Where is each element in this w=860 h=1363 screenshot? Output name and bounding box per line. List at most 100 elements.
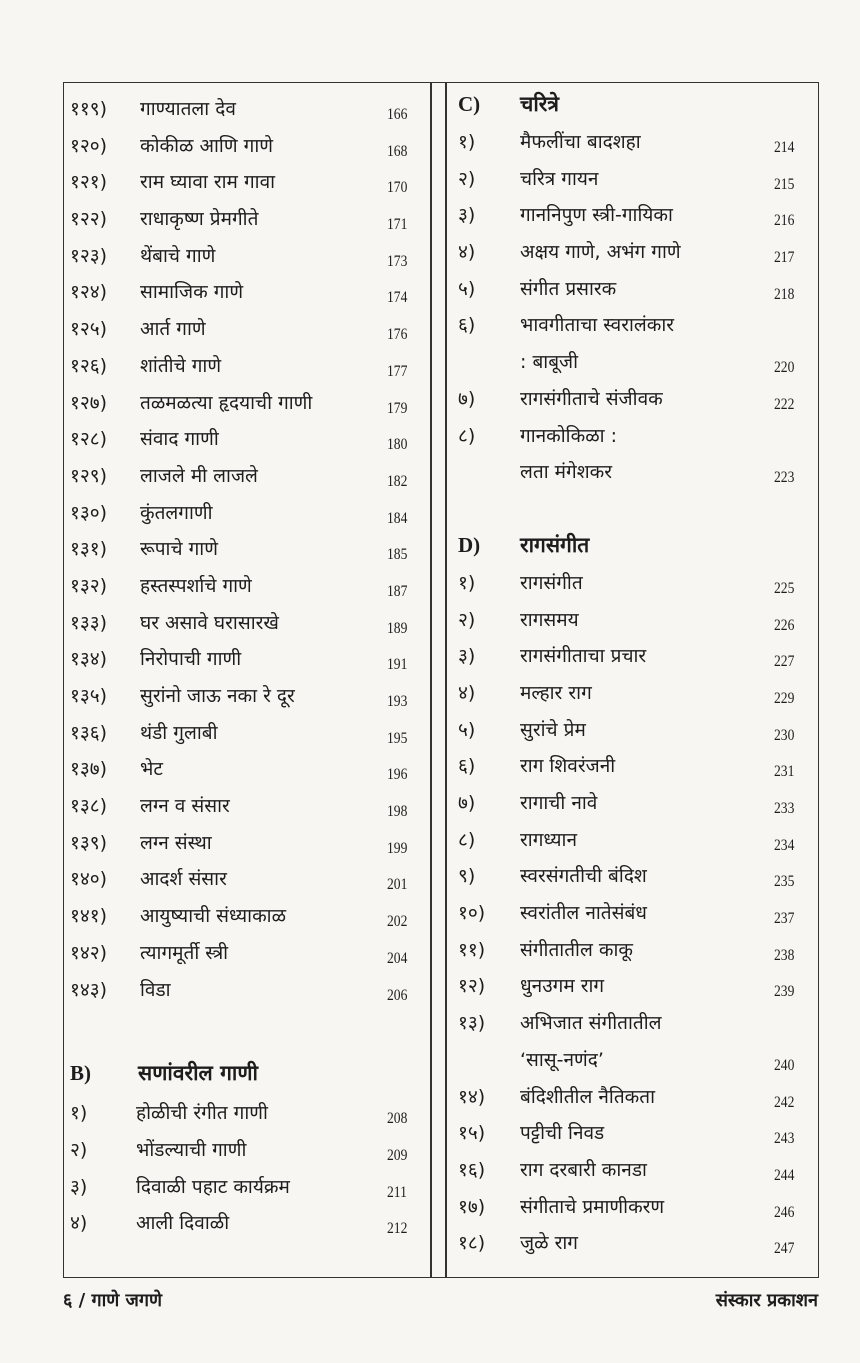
entry-number: १) (70, 1102, 88, 1125)
entry-page: 195 (387, 729, 408, 747)
entry-title: आली दिवाळी (136, 1212, 230, 1235)
entry-number: ८) (458, 424, 476, 447)
entry-page: 229 (774, 689, 795, 707)
toc-entry: लता मंगेशकर 223 (458, 454, 813, 491)
entry-number: ११) (458, 938, 486, 961)
toc-entry: ४) मल्हार राग 229 (458, 675, 813, 712)
toc-entry: ७) रागाची नावे 233 (458, 785, 813, 822)
toc-entry: ११९) गाण्यातला देव 166 (70, 91, 420, 128)
toc-entry: १२५) आर्त गाणे 176 (70, 311, 420, 348)
entry-page: 237 (774, 910, 795, 928)
toc-entry: १२०) कोकीळ आणि गाणे 168 (70, 128, 420, 165)
toc-entry: १३०) कुंतलगाणी 184 (70, 495, 420, 532)
entry-page: 240 (774, 1056, 795, 1074)
entry-number: २) (70, 1138, 88, 1161)
toc-entry: १३३) घर असावे घरासारखे 189 (70, 605, 420, 642)
entry-title: लग्न संस्था (140, 831, 212, 854)
toc-entry: ८) गानकोकिळा : (458, 418, 813, 455)
toc-entry: १३) अभिजात संगीतातील (458, 1005, 813, 1042)
entry-number: ६) (458, 314, 476, 337)
entry-page: 216 (774, 212, 795, 230)
entry-title: गानकोकिळा : (520, 424, 617, 447)
entry-page: 174 (387, 289, 408, 307)
entry-page: 230 (774, 726, 795, 744)
entry-page: 196 (387, 766, 408, 784)
entry-number: ११९) (70, 98, 108, 120)
entry-page: 187 (387, 582, 408, 600)
entry-number: १४०) (70, 868, 108, 891)
toc-entry: २) भोंडल्याची गाणी 209 (70, 1132, 420, 1169)
section-title: रागसंगीत (520, 532, 590, 557)
toc-entry: १२२) राधाकृष्ण प्रेमगीते 171 (70, 201, 420, 238)
entry-number: १५) (458, 1122, 486, 1145)
section-letter: C) (458, 92, 481, 116)
toc-entry: १०) स्वरांतील नातेसंबंध 237 (458, 895, 813, 932)
entry-number: १३९) (70, 831, 108, 854)
entry-page: 176 (387, 326, 408, 344)
entry-title: विडा (140, 978, 171, 1001)
entry-number: १३८) (70, 795, 108, 818)
entry-page: 202 (387, 913, 408, 931)
toc-entry: १२७) तळमळत्या हृदयाची गाणी 179 (70, 385, 420, 422)
entry-title: मल्हार राग (520, 681, 592, 704)
entry-page: 227 (774, 653, 795, 671)
entry-number: १२१) (70, 171, 108, 194)
toc-entry: ११) संगीतातील काकू 238 (458, 932, 813, 969)
entry-title: रूपाचे गाणे (140, 538, 218, 561)
entry-number: ६) (458, 755, 476, 778)
entry-page: 191 (387, 656, 408, 674)
entry-number: १३) (458, 1012, 486, 1035)
entry-page: 225 (774, 579, 795, 597)
entry-title: अक्षय गाणे, अभंग गाणे (520, 241, 681, 264)
entry-title: सामाजिक गाणे (140, 281, 244, 304)
entry-title: भेट (140, 758, 163, 781)
entry-title: राग शिवरंजनी (520, 755, 616, 778)
entry-page: 217 (774, 249, 795, 267)
toc-entry: ३) गाननिपुण स्त्री-गायिका 216 (458, 197, 813, 234)
toc-list: १) रागसंगीत 225 २) रागसमय 226 ३) रागसंगीताचा प्… (458, 565, 813, 1262)
entry-number: ४) (458, 681, 476, 704)
entry-title: राम घ्यावा राम गावा (140, 171, 276, 194)
toc-list: ११९) गाण्यातला देव 166 १२०) कोकीळ आणि गाणे 16… (70, 91, 420, 1008)
entry-title: राग दरबारी कानडा (520, 1158, 647, 1181)
entry-title: रागध्यान (520, 828, 578, 851)
entry-title: शांतीचे गाणे (140, 354, 222, 377)
entry-page: 239 (774, 983, 795, 1001)
entry-title: चरित्र गायन (520, 167, 599, 190)
entry-number: १४३) (70, 978, 108, 1001)
toc-entry: १२४) सामाजिक गाणे 174 (70, 274, 420, 311)
entry-number: ९) (458, 865, 476, 888)
entry-title: संगीत प्रसारक (520, 277, 617, 300)
entry-page: 222 (774, 395, 795, 413)
toc-entry: १२६) शांतीचे गाणे 177 (70, 348, 420, 385)
entry-title: रागसंगीताचे संजीवक (520, 387, 663, 410)
entry-page: 206 (387, 986, 408, 1004)
entry-title: आयुष्याची संध्याकाळ (140, 905, 287, 928)
toc-entry: ५) सुरांचे प्रेम 230 (458, 712, 813, 749)
entry-number: १२) (458, 975, 486, 998)
entry-page: 199 (387, 839, 408, 857)
toc-entry: ५) संगीत प्रसारक 218 (458, 271, 813, 308)
entry-title: संवाद गाणी (140, 428, 219, 451)
entry-number: १३४) (70, 648, 108, 671)
entry-page: 220 (774, 359, 795, 377)
toc-entry: ४) अक्षय गाणे, अभंग गाणे 217 (458, 234, 813, 271)
toc-entry: १४१) आयुष्याची संध्याकाळ 202 (70, 898, 420, 935)
toc-entry: १३२) हस्तस्पर्शाचे गाणे 187 (70, 568, 420, 605)
toc-entry: १४३) विडा 206 (70, 972, 420, 1009)
entry-title: सुरांचे प्रेम (520, 718, 586, 741)
entry-number: १३०) (70, 501, 108, 524)
entry-title: दिवाळी पहाट कार्यक्रम (136, 1175, 290, 1198)
entry-number: ८) (458, 828, 476, 851)
entry-title: पट्टीची निवड (520, 1122, 605, 1145)
entry-title: रागसंगीत (520, 571, 583, 594)
entry-page: 201 (387, 876, 408, 894)
toc-entry: ९) स्वरसंगतीची बंदिश 235 (458, 858, 813, 895)
entry-title: अभिजात संगीतातील (520, 1012, 662, 1035)
toc-entry: ३) रागसंगीताचा प्रचार 227 (458, 638, 813, 675)
entry-title: रागसमय (520, 608, 579, 631)
entry-page: 166 (387, 106, 408, 123)
entry-title: लाजले मी लाजले (140, 464, 258, 487)
entry-number: १४) (458, 1085, 486, 1108)
entry-number: १०) (458, 902, 486, 925)
